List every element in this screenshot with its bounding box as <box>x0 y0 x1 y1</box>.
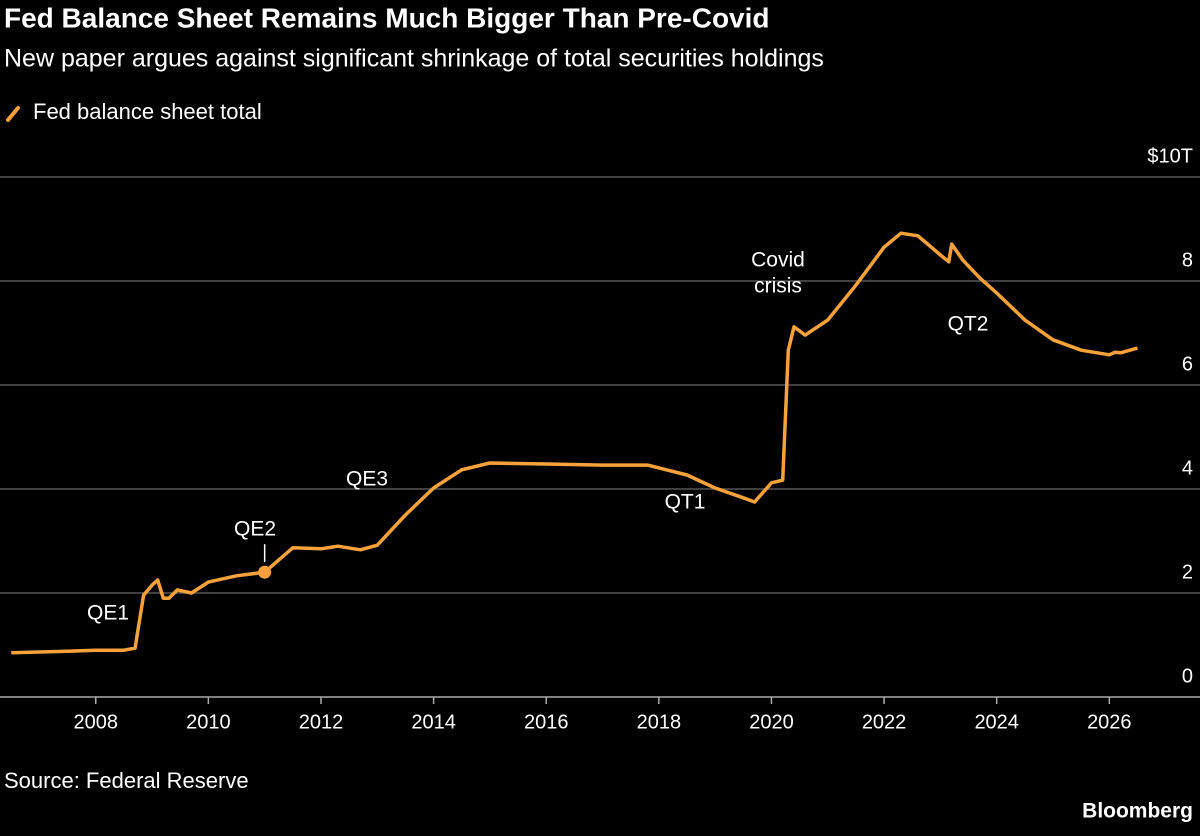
x-tick-label: 2010 <box>186 711 231 733</box>
x-tick-label: 2008 <box>73 711 118 733</box>
annotation: Covid <box>751 249 805 272</box>
series-line <box>11 231 1138 655</box>
x-tick-label: 2026 <box>1087 711 1132 733</box>
x-tick-label: 2012 <box>299 711 344 733</box>
y-tick-label: 8 <box>1182 249 1193 271</box>
brand: Bloomberg <box>1082 800 1193 823</box>
highlight-dot <box>258 565 272 579</box>
y-tick-label: 4 <box>1182 457 1193 479</box>
chart-title: Fed Balance Sheet Remains Much Bigger Th… <box>4 2 770 33</box>
source: Source: Federal Reserve <box>4 768 249 793</box>
annotation: QT2 <box>948 313 989 336</box>
annotation: QE1 <box>87 602 129 625</box>
annotation: QT1 <box>665 491 706 514</box>
annotation: QE3 <box>346 468 388 491</box>
y-tick-label: 0 <box>1182 665 1193 687</box>
annotation: crisis <box>754 275 802 298</box>
annotation: QE2 <box>234 518 276 541</box>
x-tick-label: 2018 <box>637 711 682 733</box>
legend-swatch <box>6 106 20 122</box>
x-tick-label: 2020 <box>749 711 794 733</box>
legend-label: Fed balance sheet total <box>33 99 262 124</box>
x-tick-label: 2016 <box>524 711 569 733</box>
x-tick-label: 2014 <box>411 711 456 733</box>
y-tick-label: 2 <box>1182 561 1193 583</box>
chart-subtitle: New paper argues against significant shr… <box>4 45 824 73</box>
x-tick-label: 2024 <box>974 711 1019 733</box>
x-tick-label: 2022 <box>862 711 907 733</box>
y-tick-label: $10T <box>1147 145 1193 167</box>
y-tick-label: 6 <box>1182 353 1193 375</box>
